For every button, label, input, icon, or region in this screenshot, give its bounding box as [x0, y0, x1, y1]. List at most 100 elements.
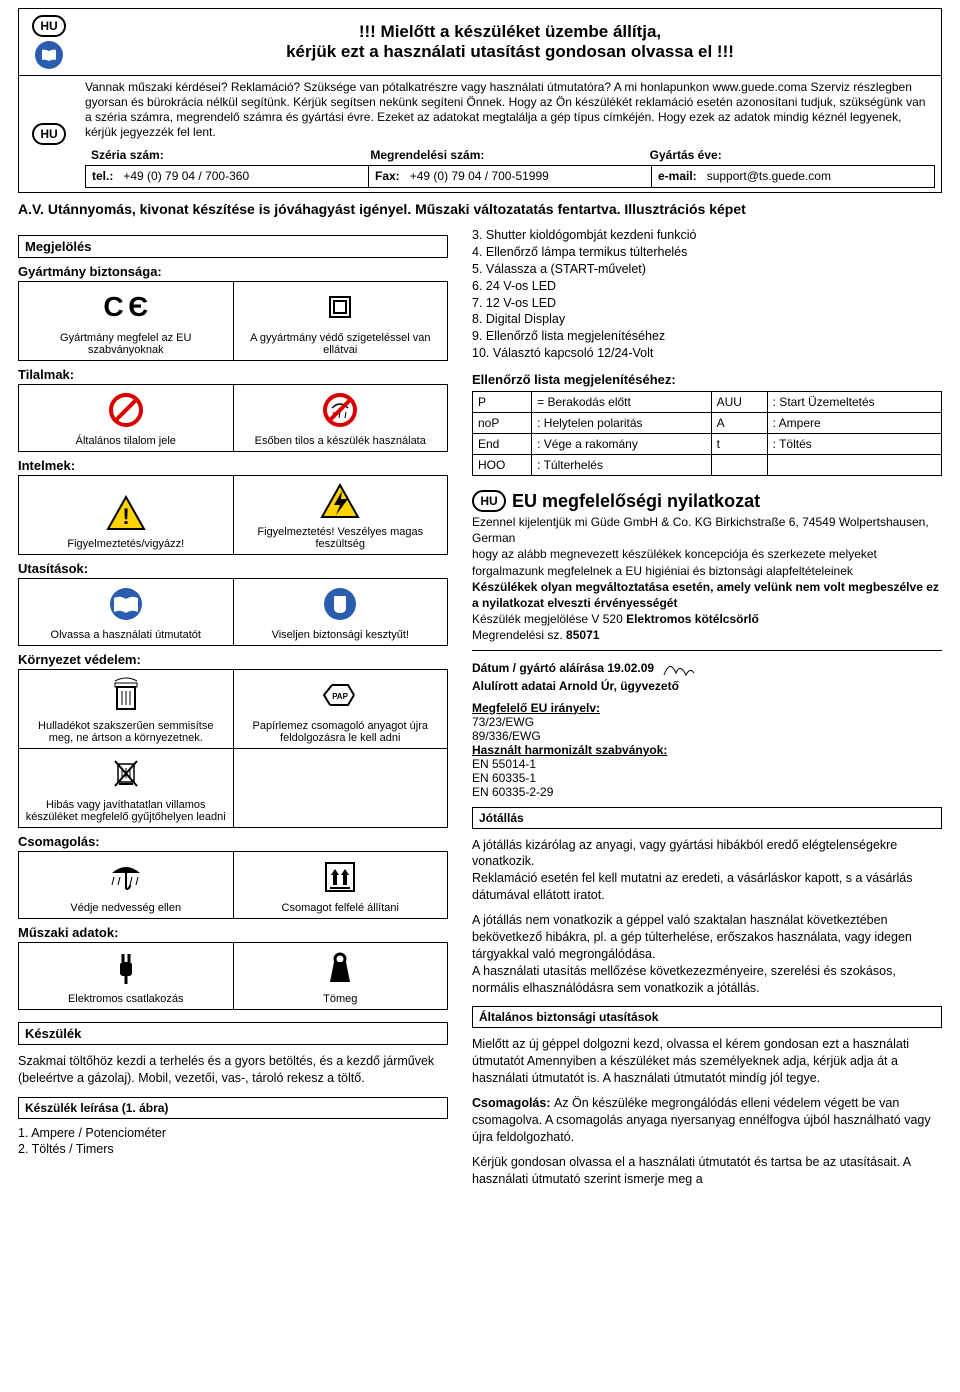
- series-labels: Széria szám: Megrendelési szám: Gyártás …: [85, 146, 935, 163]
- warranty-p4: A használati utasítás mellőzése következ…: [472, 963, 942, 997]
- table-row: End: Vége a rakományt: Töltés: [473, 434, 942, 455]
- item-4: 4. Ellenőrző lámpa termikus túlterhelés: [472, 244, 942, 261]
- checklist-heading: Ellenőrző lista megjelenítéséhez:: [472, 372, 942, 387]
- lang-badge-icon: HU: [472, 490, 506, 512]
- header-title: !!! Mielőtt a készüléket üzembe állítja,…: [79, 16, 941, 68]
- warranty-p2: Reklamáció esetén fel kell mutatni az er…: [472, 870, 942, 904]
- item-6: 6. 24 V-os LED: [472, 278, 942, 295]
- pair-tilalom: Általános tilalom jele Esőben tilos a ké…: [18, 384, 448, 452]
- sub-csomagolas: Csomagolás:: [18, 834, 448, 849]
- ce-mark-icon: C Є: [103, 286, 148, 328]
- right-column: 3. Shutter kioldógombját kezdeni funkció…: [472, 227, 942, 1187]
- weee-icon: [111, 753, 141, 795]
- header-title-line1: !!! Mielőtt a készüléket üzembe állítja,: [85, 22, 935, 42]
- keep-dry-label: Védje nedvesség ellen: [70, 902, 181, 914]
- item-9: 9. Ellenőrző lista megjelenítéséhez: [472, 328, 942, 345]
- high-voltage-label: Figyelmeztetés! Veszélyes magas feszülts…: [240, 526, 442, 550]
- intro-text: Vannak műszaki kérdései? Reklamáció? Szü…: [79, 76, 941, 192]
- keep-dry-icon: [106, 856, 146, 898]
- sub-gyartmany-biztonsaga: Gyártmány biztonsága:: [18, 264, 448, 279]
- lang-badge-icon: HU: [32, 123, 66, 145]
- intro-badge-col: HU: [19, 76, 79, 192]
- this-way-up-label: Csomagot felfelé állítani: [282, 902, 399, 914]
- no-rain-icon: [322, 389, 358, 431]
- signature-icon: [662, 657, 696, 679]
- lang-badge-icon: HU: [32, 15, 66, 37]
- pair-env2: Hibás vagy javíthatatlan villamos készül…: [18, 749, 448, 828]
- year-label: Gyártás éve:: [650, 148, 929, 163]
- pair-warning: ! Figyelmeztetés/vigyázz! Figyelmeztetés…: [18, 475, 448, 555]
- read-manual-icon: [108, 583, 144, 625]
- contact-mail: e-mail: support@ts.guede.com: [652, 165, 935, 188]
- item-7: 7. 12 V-os LED: [472, 295, 942, 312]
- double-insulation-icon: [329, 286, 351, 328]
- checklist-table: P= Berakodás előttAUU: Start Üzemeltetés…: [472, 391, 942, 476]
- sub-utasitasok: Utasítások:: [18, 561, 448, 576]
- recycle-paper-icon: PAP: [320, 674, 360, 716]
- weight-icon: [324, 947, 356, 989]
- intro-paragraph: Vannak műszaki kérdései? Reklamáció? Szü…: [85, 80, 935, 140]
- item-5: 5. Válassza a (START-művelet): [472, 261, 942, 278]
- safety-p2: Csomagolás: Az Ön készüléke megrongálódá…: [472, 1095, 942, 1146]
- divider: [472, 650, 942, 651]
- warning-icon: !: [106, 492, 146, 534]
- warning-label: Figyelmeztetés/vigyázz!: [67, 538, 184, 550]
- sub-kornyezet: Környezet védelem:: [18, 652, 448, 667]
- warranty-heading: Jótállás: [472, 807, 942, 829]
- reprint-note: A.V. Utánnyomás, kivonat készítése is jó…: [18, 201, 942, 217]
- svg-text:!: !: [122, 504, 129, 529]
- header-title-line2: kérjük ezt a használati utasítást gondos…: [85, 42, 935, 62]
- weee-label: Hibás vagy javíthatatlan villamos készül…: [25, 799, 227, 823]
- manual-icon: [35, 41, 63, 69]
- safety-p1: Mielőtt az új géppel dolgozni kezd, olva…: [472, 1036, 942, 1087]
- warranty-p3: A jótállás nem vonatkozik a géppel való …: [472, 912, 942, 963]
- signed-by: Alulírott adatai Arnold Úr, ügyvezető: [472, 679, 942, 693]
- warranty-p1: A jótállás kizárólag az anyagi, vagy gyá…: [472, 837, 942, 871]
- connection-label: Elektromos csatlakozás: [68, 993, 184, 1005]
- wear-gloves-label: Viseljen biztonsági kesztyűt!: [272, 629, 409, 641]
- safety-heading: Általános biztonsági utasítások: [472, 1006, 942, 1028]
- item-8: 8. Digital Display: [472, 311, 942, 328]
- series-label: Széria szám:: [91, 148, 370, 163]
- sub-intelmek: Intelmek:: [18, 458, 448, 473]
- pair-packaging: Védje nedvesség ellen Csomagot felfelé á…: [18, 851, 448, 919]
- prohibition-icon: [108, 389, 144, 431]
- contact-row: tel.: +49 (0) 79 04 / 700-360 Fax: +49 (…: [85, 165, 935, 188]
- ce-label: Gyártmány megfelel az EU szabványoknak: [25, 332, 227, 356]
- sub-muszaki: Műszaki adatok:: [18, 925, 448, 940]
- wear-gloves-icon: [322, 583, 358, 625]
- table-row: HOO: Túlterhelés: [473, 455, 942, 476]
- pair-instructions: Olvassa a használati útmutatót Viseljen …: [18, 578, 448, 646]
- waste-label: Hulladékot szakszerűen semmisítse meg, n…: [25, 720, 227, 744]
- order-label: Megrendelési szám:: [370, 148, 649, 163]
- table-row: P= Berakodás előttAUU: Start Üzemeltetés: [473, 392, 942, 413]
- keszulek-body: Szakmai töltőhöz kezdi a terhelés és a g…: [18, 1053, 448, 1087]
- item-2: 2. Töltés / Timers: [18, 1142, 448, 1156]
- contact-fax: Fax: +49 (0) 79 04 / 700-51999: [369, 165, 652, 188]
- section-keszulek: Készülék: [18, 1022, 448, 1045]
- svg-text:PAP: PAP: [332, 692, 349, 701]
- weight-label: Tömeg: [323, 993, 357, 1005]
- high-voltage-icon: [320, 480, 360, 522]
- sub-tilalmak: Tilalmak:: [18, 367, 448, 382]
- plug-icon: [110, 947, 142, 989]
- left-column: Megjelölés Gyártmány biztonsága: C Є Gyá…: [18, 227, 448, 1187]
- header-banner: HU !!! Mielőtt a készüléket üzembe állít…: [18, 8, 942, 76]
- item-3: 3. Shutter kioldógombját kezdeni funkció: [472, 227, 942, 244]
- this-way-up-icon: [322, 856, 358, 898]
- insulation-label: A gyyártmány védő szigeteléssel van ellá…: [240, 332, 442, 356]
- date-signature: Dátum / gyártó aláírása 19.02.09: [472, 657, 942, 679]
- table-row: noP: Helytelen polaritásA: Ampere: [473, 413, 942, 434]
- header-left-badges: HU: [19, 9, 79, 75]
- item-10: 10. Választó kapcsoló 12/24-Volt: [472, 345, 942, 362]
- declaration-body: Ezennel kijelentjük mi Güde GmbH & Co. K…: [472, 514, 942, 644]
- contact-tel: tel.: +49 (0) 79 04 / 700-360: [85, 165, 369, 188]
- directives-block: Megfelelő EU irányelv: 73/23/EWG 89/336/…: [472, 701, 942, 799]
- pair-techdata: Elektromos csatlakozás Tömeg: [18, 942, 448, 1010]
- pair-ce: C Є Gyártmány megfelel az EU szabványokn…: [18, 281, 448, 361]
- numbered-list: 3. Shutter kioldógombját kezdeni funkció…: [472, 227, 942, 362]
- read-manual-label: Olvassa a használati útmutatót: [51, 629, 201, 641]
- trash-icon: [111, 674, 141, 716]
- no-rain-label: Esőben tilos a készülék használata: [255, 435, 426, 447]
- item-1: 1. Ampere / Potenciométer: [18, 1125, 448, 1142]
